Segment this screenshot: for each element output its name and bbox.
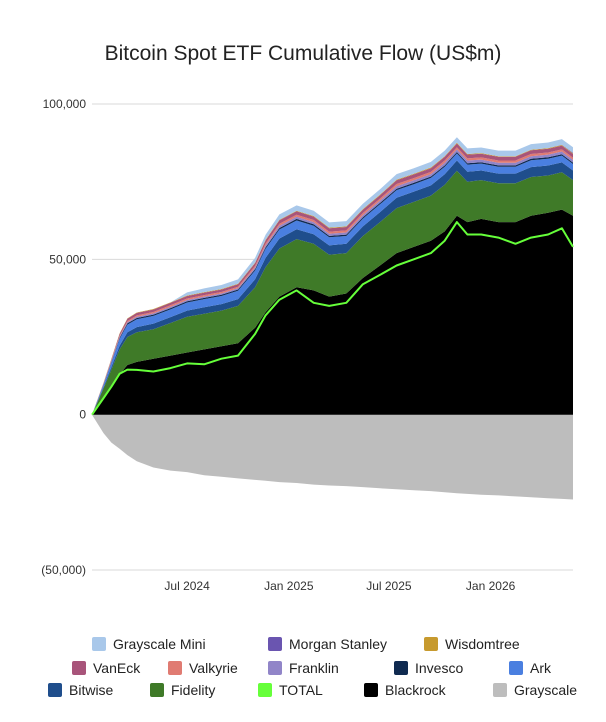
legend-item-morgan-stanley: Morgan Stanley — [268, 636, 387, 652]
legend-item-total: TOTAL — [258, 682, 323, 698]
legend-label: Morgan Stanley — [289, 636, 387, 652]
legend-swatch — [150, 683, 164, 697]
line-layer — [91, 221, 574, 416]
x-tick-label-2: Jul 2025 — [366, 579, 412, 593]
legend-label: Wisdomtree — [445, 636, 520, 652]
legend-label: Grayscale Mini — [113, 636, 206, 652]
legend-swatch — [72, 661, 86, 675]
legend-swatch — [394, 661, 408, 675]
legend-swatch — [48, 683, 62, 697]
line-total — [91, 221, 574, 416]
chart-title: Bitcoin Spot ETF Cumulative Flow (US$m) — [105, 42, 502, 65]
legend-swatch — [268, 661, 282, 675]
legend-swatch — [493, 683, 507, 697]
legend-item-bitwise: Bitwise — [48, 682, 114, 698]
legend-item-blackrock: Blackrock — [364, 682, 447, 698]
legend-label: Grayscale — [514, 682, 577, 698]
x-tick-label-0: Jul 2024 — [164, 579, 210, 593]
legend: Grayscale Mini Morgan Stanley Wisdomtree Va… — [48, 636, 577, 698]
area-grayscale — [92, 414, 573, 500]
legend-swatch — [364, 683, 378, 697]
legend-swatch — [268, 637, 282, 651]
x-tick-label-1: Jan 2025 — [264, 579, 314, 593]
legend-label: Franklin — [289, 660, 339, 676]
legend-label: Fidelity — [171, 682, 215, 698]
legend-label: Invesco — [415, 660, 463, 676]
legend-swatch — [424, 637, 438, 651]
legend-item-invesco: Invesco — [394, 660, 463, 676]
legend-swatch — [509, 661, 523, 675]
legend-label: TOTAL — [279, 682, 323, 698]
legend-label: Valkyrie — [189, 660, 238, 676]
legend-label: Bitwise — [69, 682, 114, 698]
area-layer — [92, 137, 573, 500]
legend-label: VanEck — [93, 660, 141, 676]
legend-item-valkyrie: Valkyrie — [168, 660, 238, 676]
legend-item-fidelity: Fidelity — [150, 682, 215, 698]
legend-swatch — [168, 661, 182, 675]
legend-item-vaneck: VanEck — [72, 660, 141, 676]
legend-item-franklin: Franklin — [268, 660, 339, 676]
legend-swatch — [258, 683, 272, 697]
axis-layer: 100,000 50,000 0 (50,000) Jul 2024 Jan 2025 Ju… — [41, 97, 515, 593]
legend-label: Ark — [530, 660, 552, 676]
legend-item-grayscale: Grayscale — [493, 682, 577, 698]
area-blackrock — [92, 209, 573, 415]
x-tick-label-3: Jan 2026 — [466, 579, 516, 593]
legend-swatch — [92, 637, 106, 651]
y-tick-label-0: 100,000 — [43, 97, 87, 111]
legend-item-grayscale-mini: Grayscale Mini — [92, 636, 206, 652]
legend-item-ark: Ark — [509, 660, 552, 676]
y-tick-label-1: 50,000 — [49, 252, 86, 266]
y-tick-label-3: (50,000) — [41, 563, 86, 577]
legend-item-wisdomtree: Wisdomtree — [424, 636, 520, 652]
area-fidelity — [92, 170, 573, 415]
y-tick-label-2: 0 — [79, 408, 86, 422]
legend-label: Blackrock — [385, 682, 447, 698]
